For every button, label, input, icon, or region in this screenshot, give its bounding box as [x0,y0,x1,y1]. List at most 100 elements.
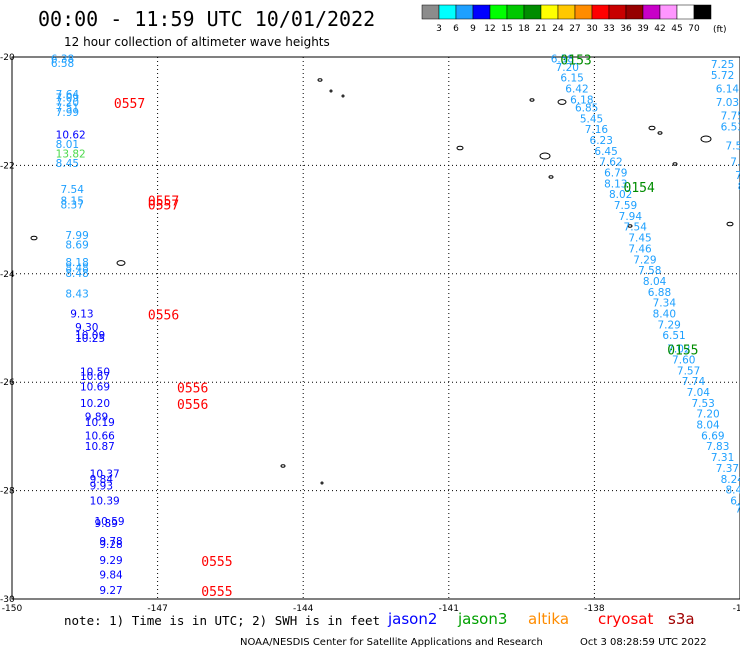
island-outline [627,224,633,228]
colorbar-swatch [557,4,576,20]
swh-value-label: 8.02 [609,189,632,201]
swh-value-label: 10.87 [85,441,115,453]
swh-value-label: 6.23 [590,135,613,147]
islands [30,78,734,485]
x-tick-label: -138 [584,604,605,614]
colorbar-swatch [591,4,610,20]
swh-value-label: 13.82 [56,149,86,161]
swh-value-label: 9.27 [99,585,122,597]
island-outline [280,464,286,468]
swh-value-label: 6.51 [662,330,685,342]
island-outline [341,94,345,98]
swh-value-label: 7.37 [716,463,739,475]
swh-value-label: 6.14 [716,84,740,96]
pass-time-label: 0556 [148,308,179,323]
swh-value-label: 7.04 [687,387,711,399]
swh-value-label: 9.13 [70,308,93,320]
colorbar-label: 42 [654,24,665,34]
island-outline [116,260,126,266]
colorbar-label: 27 [569,24,580,34]
colorbar-swatch [574,4,593,20]
swh-value-label: 10.66 [85,430,115,442]
swh-value-label: 7.60 [672,355,695,367]
swh-value-label: 9.89 [85,411,108,423]
swh-value-label: 10.25 [75,333,105,345]
pass-time-label: 0557 [148,195,179,210]
swh-value-label: 7.57 [677,365,700,377]
swh-value-label: 9.29 [99,555,122,567]
footer-note: note: 1) Time is in UTC; 2) SWH is in fe… [64,613,380,628]
swh-value-label: 6.88 [648,287,671,299]
x-tick-labels: -150 -147 -144 -141 -138 -13 [2,604,740,614]
satellite-legend-s3a: s3a [668,610,695,628]
swh-value-label: 7.31 [711,452,734,464]
swh-value-label: 8.24 [721,474,740,486]
swh-value-label: 8.43 [65,288,88,300]
island-outline [726,221,734,227]
swh-value-label: 7.75 [721,111,740,123]
swh-value-label: 8.18 [65,257,88,269]
swh-value-label: 7.29 [657,319,680,331]
swh-value-label: 6.58 [551,54,574,66]
swh-value-label: 7.45 [628,233,651,245]
swh-value-label: 10.59 [95,516,125,528]
swh-value-label: 7.03 [716,97,739,109]
island-outline [539,152,551,160]
swh-value-label: 9.84 [99,570,123,582]
y-tick-label: -22 [0,161,15,171]
swh-value-label: 7.64 [56,89,80,101]
swh-value-label: 7.20 [696,409,719,421]
swh-value-label: 6.82 [730,495,740,507]
swh-value-label: 6.85 [575,102,598,114]
satellite-legend: jason2 jason3 altika cryosat s3a [387,610,695,628]
swh-value-label: 6.15 [560,73,583,85]
pass-time-label: 0155 [667,344,698,359]
colorbar-swatch [642,4,661,20]
colorbar-swatch [523,4,542,20]
swh-value-label: 8.40 [653,308,676,320]
pass-time-label: 0555 [201,585,232,600]
swh-value-label: 7.25 [711,59,734,71]
pass-time-label: 0153 [560,54,591,69]
swh-value-label: 9.28 [99,539,122,551]
swh-value-label: 6.53 [721,121,740,133]
colorbar-swatch [438,4,457,20]
swh-value-label: 7.99 [56,107,79,119]
swh-value-label: 10.37 [90,468,120,480]
swh-value-label: 6.69 [701,430,724,442]
colorbar-swatch [608,4,627,20]
y-tick-label: -30 [0,595,15,605]
swh-value-label: 8.69 [65,240,88,252]
swh-value-label: 7.58 [638,265,661,277]
swh-value-label: 7.16 [585,124,609,136]
colorbar-unit: (ft) [713,25,727,35]
swh-value-label: 7.51 [56,102,79,114]
island-outline [30,235,38,241]
colorbar-label: 70 [688,24,700,34]
swh-value-label: 10.19 [85,417,115,429]
colorbar-label: 21 [535,24,546,34]
swh-value-label: 8.48 [65,262,88,274]
island-outline [329,89,333,93]
swh-value-label: 7.74 [682,376,706,388]
colorbar: 3 6 9 12 15 18 21 24 27 30 33 36 39 42 45 70 [421,4,712,34]
x-tick-label: -13 [733,604,740,614]
swh-value-label: 9.93 [90,480,113,492]
colorbar-label: 6 [453,24,459,34]
island-outline [548,175,554,179]
colorbar-label: 18 [518,24,530,34]
swh-value-label: 10.69 [80,382,110,394]
swh-value-label: 9.30 [75,322,98,334]
swh-value-label: 7.83 [706,441,729,453]
satellite-legend-jason2: jason2 [387,610,437,628]
satellite-legend-altika: altika [528,610,569,628]
colorbar-label: 9 [470,24,476,34]
swh-value-label: 5.45 [580,113,603,125]
swh-value-label: 7.99 [65,230,88,242]
swh-value-label: 8.04 [643,276,667,288]
colorbar-swatch [506,4,525,20]
footer-timestamp: Oct 3 08:28:59 UTC 2022 [580,637,707,648]
swh-value-label: 6.38 [51,54,74,66]
swh-value-label: 8.50 [738,181,740,193]
